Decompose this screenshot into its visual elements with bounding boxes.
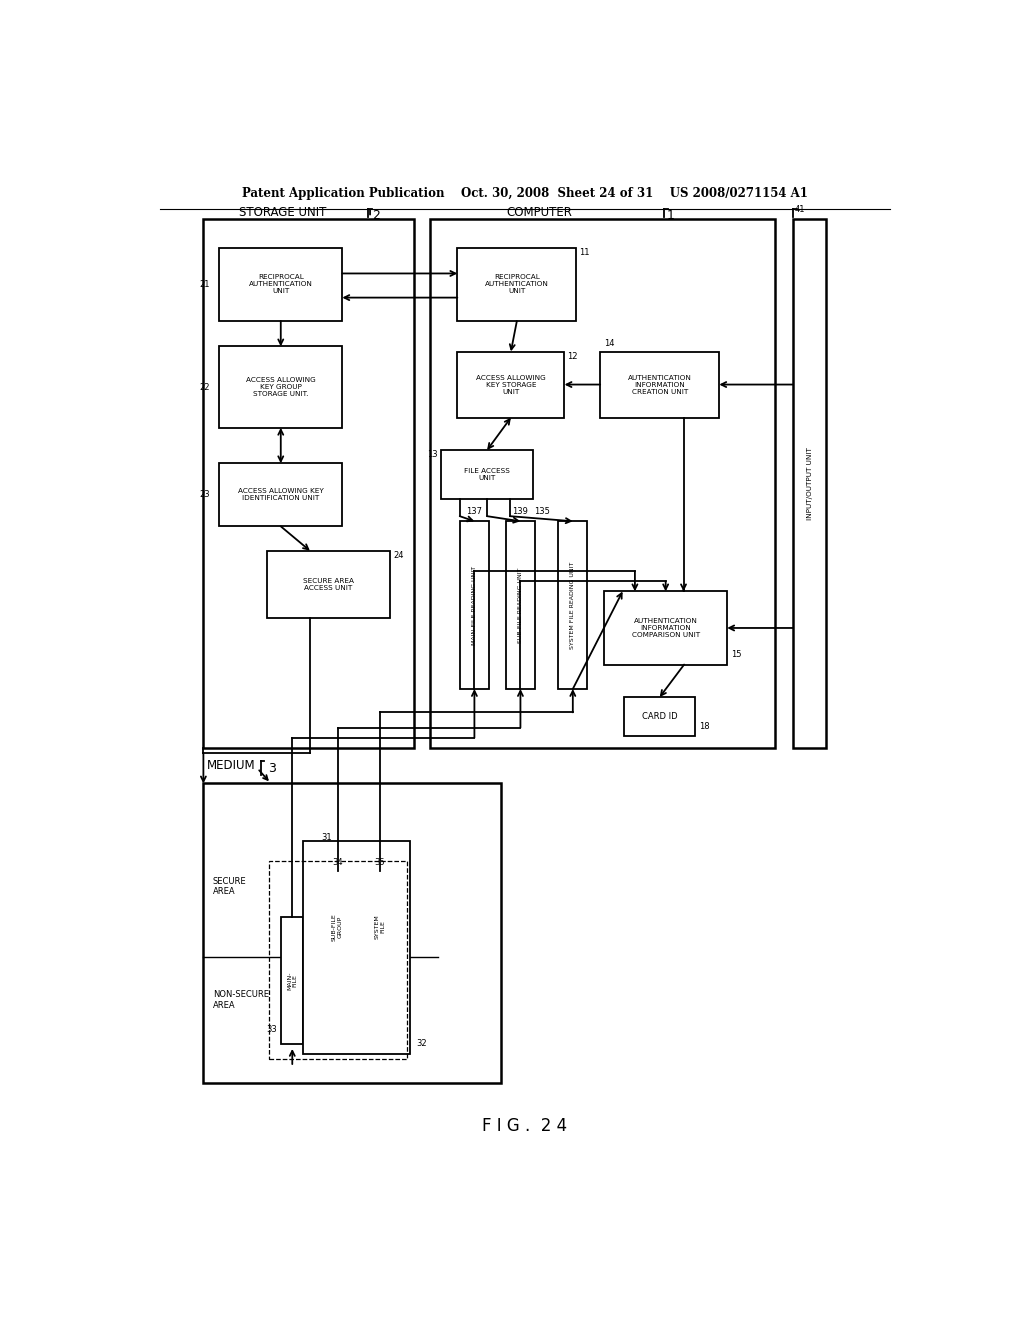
Text: SECURE AREA
ACCESS UNIT: SECURE AREA ACCESS UNIT — [303, 578, 354, 591]
Bar — [219, 248, 342, 321]
Text: ACCESS ALLOWING
KEY STORAGE
UNIT: ACCESS ALLOWING KEY STORAGE UNIT — [476, 375, 546, 395]
Bar — [204, 219, 414, 748]
Text: F I G .  2 4: F I G . 2 4 — [482, 1117, 567, 1135]
Text: MAIN-FILE READING UNIT: MAIN-FILE READING UNIT — [472, 565, 477, 644]
Text: FILE ACCESS
UNIT: FILE ACCESS UNIT — [464, 469, 510, 480]
Text: 22: 22 — [200, 383, 210, 392]
Text: 12: 12 — [567, 351, 578, 360]
Text: SYSTEM FILE READING UNIT: SYSTEM FILE READING UNIT — [570, 561, 575, 649]
Text: 32: 32 — [416, 1039, 427, 1048]
Text: SYSTEM
FILE: SYSTEM FILE — [374, 915, 385, 940]
Bar — [219, 346, 342, 428]
Bar — [441, 450, 532, 499]
Text: 35: 35 — [374, 858, 385, 867]
Text: 3: 3 — [268, 762, 276, 775]
Text: 2: 2 — [373, 209, 380, 222]
Text: CARD ID: CARD ID — [642, 711, 678, 721]
Text: SECURE
AREA: SECURE AREA — [213, 876, 247, 896]
Bar — [458, 351, 564, 417]
Bar — [327, 871, 348, 983]
Text: AUTHENTICATION
INFORMATION
CREATION UNIT: AUTHENTICATION INFORMATION CREATION UNIT — [628, 375, 691, 395]
Text: MEDIUM: MEDIUM — [207, 759, 256, 772]
Text: 15: 15 — [731, 651, 741, 660]
Bar — [430, 219, 775, 748]
Text: 21: 21 — [200, 280, 210, 289]
Text: 33: 33 — [266, 1024, 278, 1034]
Text: INPUT/OUTPUT UNIT: INPUT/OUTPUT UNIT — [807, 447, 813, 520]
Bar — [267, 550, 390, 618]
Text: SUB-FILE READING UNIT: SUB-FILE READING UNIT — [518, 568, 523, 643]
Bar — [458, 248, 577, 321]
Text: SUB-FILE
GROUP: SUB-FILE GROUP — [332, 913, 343, 941]
Text: 18: 18 — [699, 722, 710, 731]
Bar — [303, 841, 410, 1053]
Bar — [600, 351, 719, 417]
Text: 135: 135 — [535, 507, 550, 516]
Bar — [624, 697, 695, 735]
Text: 14: 14 — [604, 339, 614, 348]
Text: RECIPROCAL
AUTHENTICATION
UNIT: RECIPROCAL AUTHENTICATION UNIT — [249, 275, 312, 294]
Text: AUTHENTICATION
INFORMATION
COMPARISON UNIT: AUTHENTICATION INFORMATION COMPARISON UN… — [632, 618, 699, 638]
Text: 24: 24 — [394, 550, 404, 560]
Text: 23: 23 — [200, 490, 210, 499]
Text: 11: 11 — [579, 248, 589, 257]
Text: 139: 139 — [512, 507, 528, 516]
Text: 13: 13 — [427, 450, 437, 459]
Bar — [506, 521, 536, 689]
Bar — [604, 591, 727, 664]
Text: MAIN-
FILE: MAIN- FILE — [287, 972, 298, 990]
Text: RECIPROCAL
AUTHENTICATION
UNIT: RECIPROCAL AUTHENTICATION UNIT — [485, 275, 549, 294]
Text: 31: 31 — [321, 833, 332, 842]
Bar — [558, 521, 588, 689]
Text: COMPUTER: COMPUTER — [506, 206, 572, 219]
Text: 137: 137 — [466, 507, 482, 516]
Bar — [204, 784, 501, 1084]
Text: ACCESS ALLOWING
KEY GROUP
STORAGE UNIT.: ACCESS ALLOWING KEY GROUP STORAGE UNIT. — [246, 378, 315, 397]
Text: NON-SECURE
AREA: NON-SECURE AREA — [213, 990, 269, 1010]
Bar — [793, 219, 826, 748]
Bar — [269, 861, 407, 1059]
Bar — [369, 871, 391, 983]
Bar — [316, 846, 400, 991]
Bar — [219, 463, 342, 527]
Text: 41: 41 — [795, 206, 805, 214]
Text: 34: 34 — [332, 858, 343, 867]
Text: ACCESS ALLOWING KEY
IDENTIFICATION UNIT: ACCESS ALLOWING KEY IDENTIFICATION UNIT — [238, 488, 324, 502]
Text: Patent Application Publication    Oct. 30, 2008  Sheet 24 of 31    US 2008/02711: Patent Application Publication Oct. 30, … — [242, 187, 808, 201]
Text: STORAGE UNIT: STORAGE UNIT — [239, 206, 327, 219]
Text: 1: 1 — [667, 209, 675, 222]
Bar — [460, 521, 489, 689]
Bar — [282, 916, 303, 1044]
